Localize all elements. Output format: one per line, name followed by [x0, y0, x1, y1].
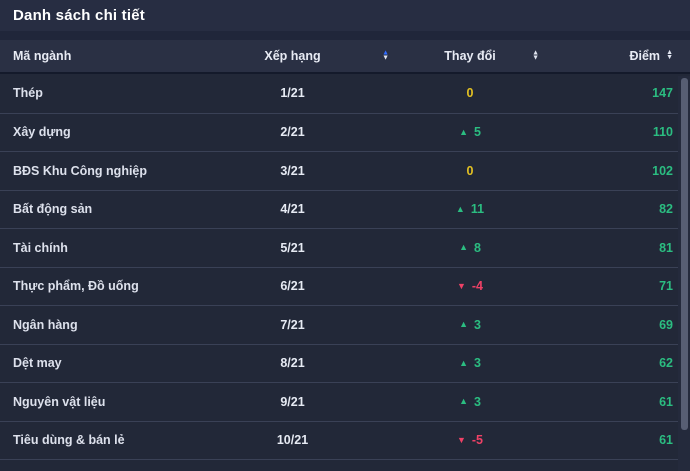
score-cell: 71 — [659, 279, 673, 294]
change-value: 3 — [473, 394, 481, 409]
table-header-row: Mã ngành Xếp hạng ▲ ▼ Thay đổi ▲ ▼ Điểm … — [0, 40, 690, 74]
table-row[interactable]: Tiêu dùng & bán lẻ 10/21 ▼ -5 61 — [0, 420, 690, 460]
change-value: 0 — [466, 163, 474, 178]
table-row[interactable]: Bất động sản 4/21 ▲ 11 82 — [0, 189, 690, 229]
change-value: 11 — [470, 202, 485, 217]
sector-name-cell: Thực phẩm, Đồ uống — [13, 279, 139, 294]
triangle-up-icon: ▲ — [459, 126, 468, 137]
change-cell: 0 — [395, 152, 545, 190]
sort-asc-arrow-icon: ▲ — [382, 49, 389, 57]
change-value: 5 — [473, 125, 481, 140]
rank-cell: 4/21 — [280, 202, 305, 217]
table-body: Thép 1/21 0 147 Xây dựng 2/21 ▲ 5 110 BĐ… — [0, 74, 690, 471]
sector-name-cell: Thép — [13, 86, 43, 101]
rank-cell: 9/21 — [280, 394, 305, 409]
change-cell: ▲ 3 — [395, 383, 545, 421]
column-header-label: Xếp hạng — [264, 49, 321, 63]
rank-cell: 1/21 — [280, 86, 305, 101]
scrollbar-thumb[interactable] — [680, 78, 688, 430]
column-header-label: Thay đổi — [444, 49, 496, 63]
change-cell: ▲ 3 — [395, 306, 545, 344]
score-cell: 81 — [659, 240, 673, 255]
sector-name-cell: Xây dựng — [13, 125, 71, 140]
triangle-up-icon: ▲ — [459, 242, 468, 253]
score-cell: 110 — [652, 125, 673, 140]
table-row[interactable]: BĐS Khu Công nghiệp 3/21 0 102 — [0, 151, 690, 190]
column-header-label: Mã ngành — [13, 49, 72, 63]
sector-name-cell: Tài chính — [13, 240, 68, 255]
change-cell: ▼ -5 — [395, 422, 545, 460]
rank-cell: 6/21 — [280, 279, 305, 294]
sector-name-cell: Tiêu dùng & bán lẻ — [13, 433, 125, 448]
change-value: -4 — [471, 279, 484, 294]
table-row[interactable]: Thép 1/21 0 147 — [0, 74, 690, 113]
score-cell: 102 — [652, 163, 673, 178]
sort-icon[interactable]: ▲ ▼ — [666, 49, 673, 61]
change-value: 0 — [466, 86, 474, 101]
sector-name-cell: Ngân hàng — [13, 317, 78, 332]
score-cell: 147 — [652, 86, 673, 101]
change-cell: ▼ -4 — [395, 268, 545, 306]
table-row[interactable]: Thực phẩm, Đồ uống 6/21 ▼ -4 71 — [0, 266, 690, 306]
sector-name-cell: Dệt may — [13, 356, 62, 371]
triangle-down-icon: ▼ — [456, 280, 466, 291]
sort-desc-arrow-icon: ▼ — [382, 54, 389, 61]
change-value: 3 — [473, 317, 481, 332]
column-header-ma-nganh: Mã ngành — [0, 40, 190, 72]
triangle-down-icon: ▼ — [456, 434, 466, 445]
sort-asc-arrow-icon: ▲ — [666, 49, 673, 57]
partial-next-row — [0, 459, 690, 471]
triangle-up-icon: ▲ — [455, 203, 465, 214]
change-cell: 0 — [395, 74, 545, 113]
table-row[interactable]: Xây dựng 2/21 ▲ 5 110 — [0, 112, 690, 152]
table-row[interactable]: Dệt may 8/21 ▲ 3 62 — [0, 343, 690, 383]
panel-title-bar: Danh sách chi tiết — [0, 0, 690, 31]
column-header-label: Điểm — [629, 49, 661, 63]
change-value: -5 — [471, 433, 484, 448]
score-cell: 61 — [659, 394, 673, 409]
sector-name-cell: Nguyên vật liệu — [13, 394, 106, 409]
change-value: 8 — [473, 240, 481, 255]
sort-icon[interactable]: ▲ ▼ — [532, 49, 539, 61]
rank-cell: 7/21 — [280, 317, 305, 332]
score-cell: 61 — [659, 433, 673, 448]
change-cell: ▲ 3 — [395, 345, 545, 383]
sector-name-cell: Bất động sản — [13, 202, 93, 217]
sort-icon[interactable]: ▲ ▼ — [382, 49, 389, 61]
change-cell: ▲ 8 — [395, 229, 545, 267]
triangle-up-icon: ▲ — [459, 396, 468, 407]
sector-name-cell: BĐS Khu Công nghiệp — [13, 163, 148, 178]
column-header-xep-hang[interactable]: Xếp hạng ▲ ▼ — [190, 40, 395, 72]
sort-desc-arrow-icon: ▼ — [666, 54, 673, 61]
score-cell: 62 — [659, 356, 673, 371]
sort-desc-arrow-icon: ▼ — [532, 54, 539, 61]
rank-cell: 10/21 — [276, 433, 309, 448]
score-cell: 82 — [659, 202, 673, 217]
rank-cell: 3/21 — [280, 163, 305, 178]
rank-cell: 8/21 — [280, 356, 305, 371]
scrollbar[interactable] — [678, 76, 690, 471]
column-header-diem[interactable]: Điểm ▲ ▼ — [545, 40, 678, 72]
change-cell: ▲ 11 — [395, 191, 545, 229]
title-divider — [0, 31, 690, 40]
column-header-thay-doi[interactable]: Thay đổi ▲ ▼ — [395, 40, 545, 72]
rank-cell: 2/21 — [280, 125, 305, 140]
table-row[interactable]: Nguyên vật liệu 9/21 ▲ 3 61 — [0, 382, 690, 421]
rank-cell: 5/21 — [280, 240, 305, 255]
sort-asc-arrow-icon: ▲ — [532, 49, 539, 57]
table-row[interactable]: Ngân hàng 7/21 ▲ 3 69 — [0, 305, 690, 344]
triangle-up-icon: ▲ — [459, 357, 468, 368]
score-cell: 69 — [659, 317, 673, 332]
panel-title: Danh sách chi tiết — [13, 7, 145, 24]
change-value: 3 — [473, 356, 481, 371]
change-cell: ▲ 5 — [395, 114, 545, 152]
triangle-up-icon: ▲ — [459, 319, 468, 330]
table-row[interactable]: Tài chính 5/21 ▲ 8 81 — [0, 228, 690, 267]
